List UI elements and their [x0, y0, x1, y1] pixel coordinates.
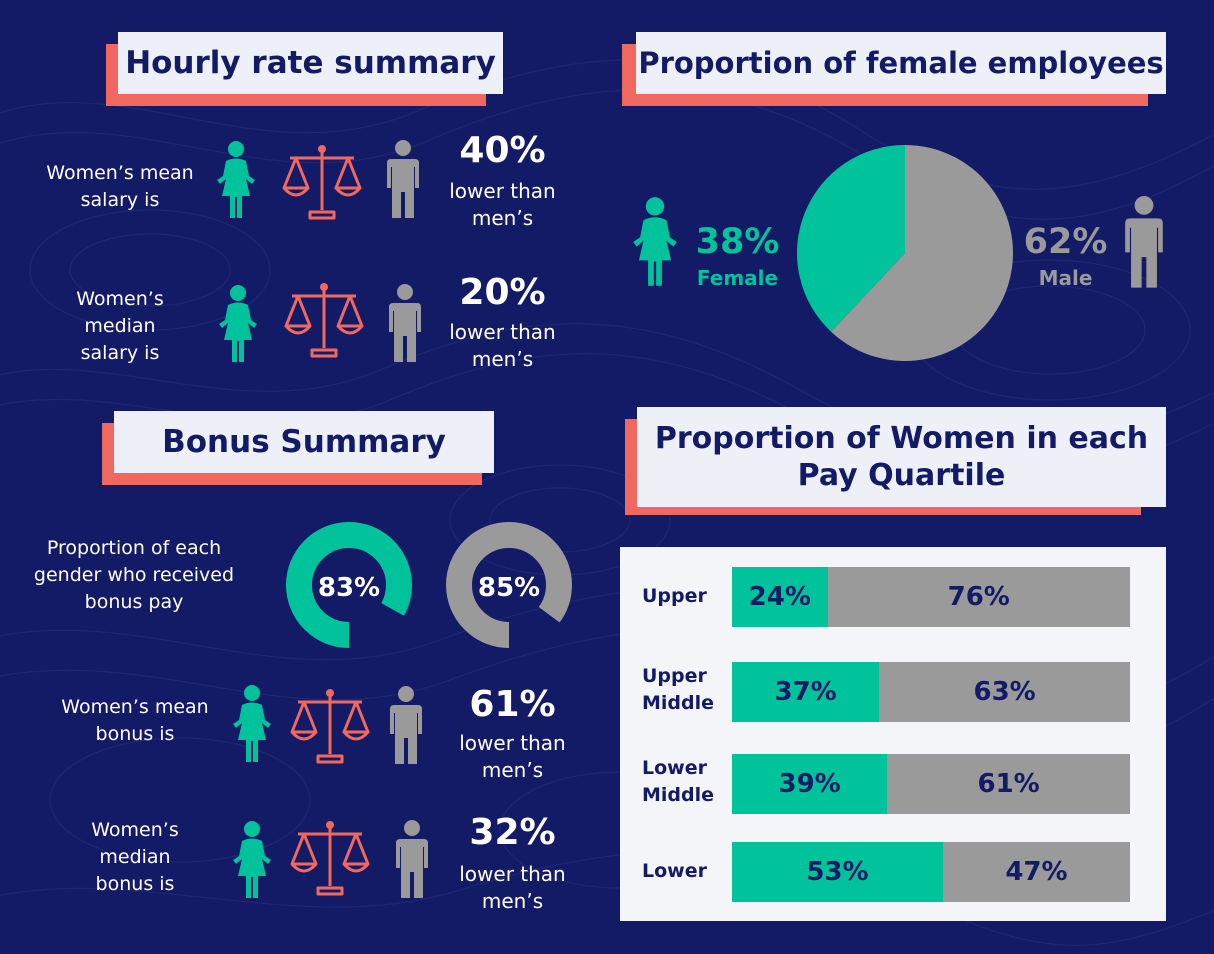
- bonus-received-label: Proportion of each gender who received bon…: [33, 537, 235, 613]
- female-proportion-pie-chart: [797, 145, 1013, 361]
- pie-male-label: Male: [1038, 266, 1093, 290]
- scales-icon: [290, 689, 370, 764]
- male-icon: [389, 284, 421, 362]
- hourly-median-label: Women’s median salary is: [76, 288, 164, 364]
- bar-value-label: 37%: [774, 677, 837, 707]
- male-icon: [1125, 196, 1163, 288]
- bar-segment-men: 61%: [887, 754, 1130, 814]
- female-proportion-title: Proportion of female employees: [636, 32, 1166, 94]
- bar-value-label: 61%: [977, 769, 1040, 799]
- quartile-bar: 39% 61%: [732, 754, 1130, 814]
- pie-male-value: 62%: [1023, 222, 1108, 262]
- pie-slice-female: [797, 145, 905, 332]
- bar-value-label: 63%: [973, 677, 1036, 707]
- scales-icon: [284, 283, 364, 358]
- quartile-label: Upper Middle: [642, 665, 715, 714]
- bonus-donut-women-label: 83%: [318, 573, 380, 603]
- bar-value-label: 39%: [778, 769, 841, 799]
- bar-segment-women: 53%: [732, 842, 943, 902]
- quartile-title: Proportion of Women in each Pay Quartile: [637, 407, 1166, 507]
- bar-segment-men: 47%: [942, 842, 1130, 902]
- bonus-donut-chart: 83% 85%: [286, 522, 572, 648]
- female-icon: [233, 685, 271, 762]
- hourly-mean-label: Women’s mean salary is: [46, 162, 194, 211]
- bar-segment-women: 39%: [732, 754, 888, 814]
- pie-female-value: 38%: [695, 222, 780, 262]
- bonus-median-value: 32%: [469, 812, 556, 853]
- quartile-chart-panel: Upper 24% 76% Upper Middle 37% 63% Lower Middle 3…: [620, 547, 1166, 921]
- pie-slice-male: [831, 145, 1013, 361]
- scales-icon: [290, 821, 370, 896]
- quartile-label: Upper: [642, 585, 707, 607]
- bar-segment-women: 24%: [732, 567, 828, 627]
- quartile-label: Lower Middle: [642, 757, 715, 806]
- female-icon: [219, 285, 257, 362]
- bar-segment-women: 37%: [732, 662, 880, 722]
- bar-value-label: 47%: [1005, 857, 1068, 887]
- female-icon: [217, 141, 255, 218]
- bonus-donut-men-ring: [446, 522, 572, 648]
- hourly-title: Hourly rate summary: [118, 32, 503, 94]
- hourly-mean-value: 40%: [459, 130, 546, 171]
- hourly-median-value: 20%: [459, 272, 546, 313]
- quartile-bar: 53% 47%: [732, 842, 1130, 902]
- quartile-bar: 24% 76%: [732, 567, 1130, 627]
- bar-value-label: 53%: [806, 857, 869, 887]
- bonus-median-sub: lower than men’s: [459, 862, 566, 913]
- bar-segment-men: 76%: [827, 567, 1130, 627]
- quartile-label: Lower: [642, 860, 707, 882]
- bar-value-label: 76%: [947, 582, 1010, 612]
- bar-segment-men: 63%: [879, 662, 1130, 722]
- bonus-donut-men-label: 85%: [478, 573, 540, 603]
- female-icon: [233, 821, 271, 898]
- bonus-donut-women-ring: [286, 522, 412, 648]
- male-icon: [387, 140, 419, 218]
- pie-female-label: Female: [696, 266, 779, 290]
- hourly-median-sub: lower than men’s: [449, 320, 556, 371]
- male-icon: [396, 820, 428, 898]
- male-icon: [390, 686, 422, 764]
- quartile-bar: 37% 63%: [732, 662, 1130, 722]
- bonus-mean-sub: lower than men’s: [459, 731, 566, 782]
- bonus-mean-label: Women’s mean bonus is: [61, 696, 209, 745]
- female-icon: [633, 197, 677, 286]
- bar-value-label: 24%: [748, 582, 811, 612]
- scales-icon: [282, 145, 362, 220]
- bonus-mean-value: 61%: [469, 684, 556, 725]
- hourly-mean-sub: lower than men’s: [449, 179, 556, 230]
- bonus-title: Bonus Summary: [114, 411, 494, 473]
- bonus-median-label: Women’s median bonus is: [91, 819, 179, 895]
